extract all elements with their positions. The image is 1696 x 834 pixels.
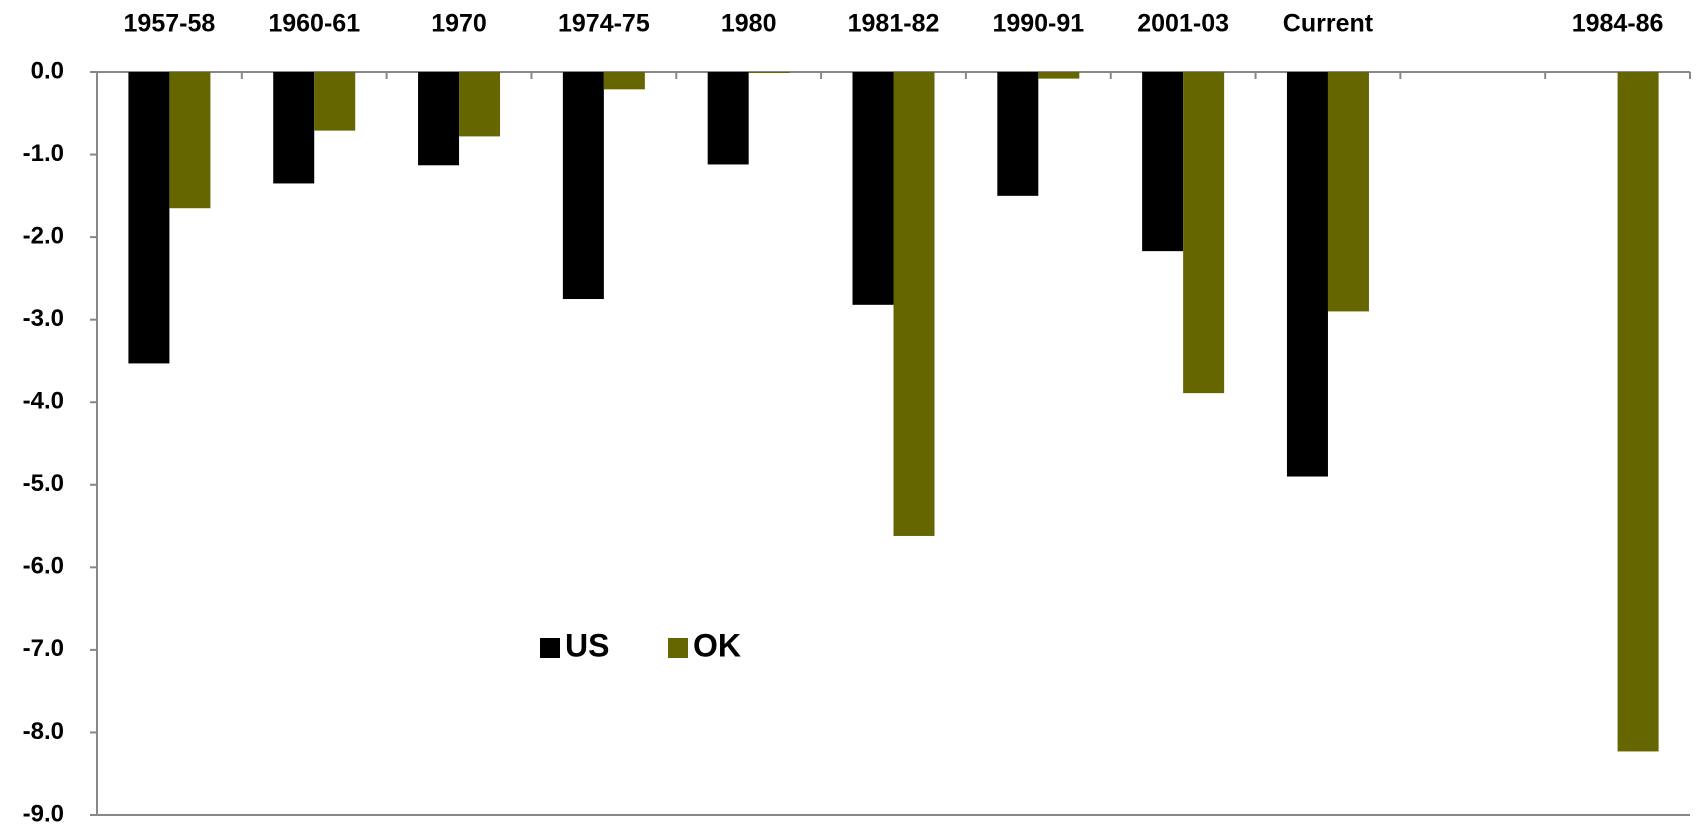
category-label: 1981-82	[848, 10, 940, 38]
bar	[1038, 72, 1080, 79]
bar	[273, 72, 315, 184]
category-label: 1957-58	[124, 10, 216, 38]
bar	[562, 72, 604, 300]
y-tick-label: -5.0	[23, 470, 64, 497]
bar	[1327, 72, 1369, 312]
y-tick-label: -2.0	[23, 222, 64, 249]
bar	[893, 72, 935, 536]
bar	[997, 72, 1039, 196]
bar	[128, 72, 170, 364]
category-label: Current	[1283, 10, 1374, 38]
legend: US OK	[540, 627, 741, 663]
y-tick-label: -4.0	[23, 388, 64, 415]
category-label: 1990-91	[992, 10, 1084, 38]
category-label: 1974-75	[558, 10, 650, 38]
bar	[1142, 72, 1184, 252]
bar	[459, 72, 501, 137]
bar	[707, 72, 749, 165]
category-label: 1984-86	[1572, 10, 1664, 38]
y-tick-label: -6.0	[23, 553, 64, 580]
bar	[418, 72, 460, 166]
bar	[1183, 72, 1225, 394]
category-label: 1980	[721, 10, 777, 38]
y-tick-label: -7.0	[23, 635, 64, 662]
category-label: 1960-61	[268, 10, 360, 38]
category-label: 1970	[431, 10, 487, 38]
y-tick-label: 0.0	[31, 57, 64, 84]
category-label: 2001-03	[1137, 10, 1229, 38]
legend-label: US	[565, 627, 609, 663]
bar	[1617, 72, 1659, 752]
bar	[169, 72, 211, 209]
legend-swatch	[540, 638, 560, 658]
y-tick-label: -8.0	[23, 718, 64, 745]
bar	[1286, 72, 1328, 477]
y-tick-label: -3.0	[23, 305, 64, 332]
bar	[603, 72, 645, 90]
bar	[314, 72, 356, 131]
legend-label: OK	[693, 627, 741, 663]
y-tick-label: -1.0	[23, 140, 64, 167]
y-tick-label: -9.0	[23, 800, 64, 827]
bar	[748, 72, 790, 73]
bar	[852, 72, 894, 305]
legend-swatch	[668, 638, 688, 658]
